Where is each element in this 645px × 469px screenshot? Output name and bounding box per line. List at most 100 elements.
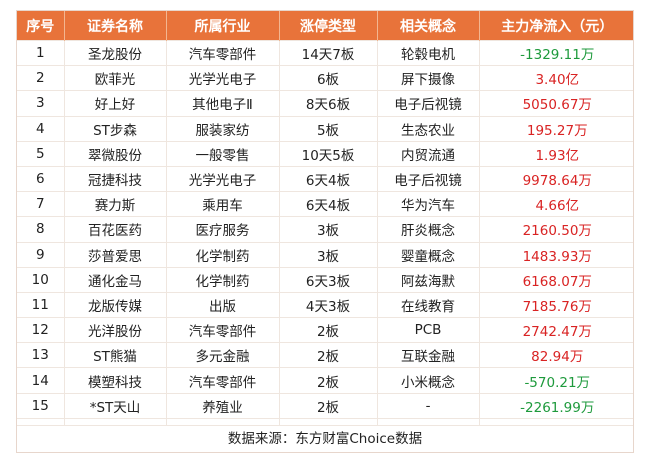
cell-concept: 小米概念 xyxy=(377,367,480,394)
cell-security-name: ST步森 xyxy=(64,115,167,142)
cell-net-inflow: 2160.50万 xyxy=(479,216,633,242)
table-row: 13 ST熊猫 多元金融 2板 互联金融 82.94万 xyxy=(17,342,633,368)
cell-concept: 阿兹海默 xyxy=(377,266,480,293)
cell-net-inflow: 3.40亿 xyxy=(479,65,633,91)
cell-security-name: *ST天山 xyxy=(64,392,167,419)
cell-security-name: 欧菲光 xyxy=(64,65,167,91)
cell-industry: 一般零售 xyxy=(166,140,280,167)
cell-index: 14 xyxy=(17,367,65,394)
cell-index: 6 xyxy=(17,165,65,192)
cell-industry: 出版 xyxy=(166,291,280,318)
table-body: 1 圣龙股份 汽车零部件 14天7板 轮毂电机 -1329.11万 2 欧菲光 光学光电子 6板屏… xyxy=(17,39,633,443)
cell-limit-type: 2板 xyxy=(279,392,378,419)
cell-net-inflow: 9978.64万 xyxy=(479,165,633,192)
column-header-net-inflow: 主力净流入（元） xyxy=(479,11,633,41)
table-row: 8 百花医药 医疗服务 3板 肝炎概念 2160.50万 xyxy=(17,216,633,242)
column-header-security-name: 证券名称 xyxy=(64,11,167,41)
cell-net-inflow: 5050.67万 xyxy=(479,90,633,117)
cell-security-name: ST熊猫 xyxy=(64,342,167,368)
cell-index: 13 xyxy=(17,342,65,368)
cell-limit-type: 2板 xyxy=(279,317,378,343)
data-source-note: 数据来源：东方财富Choice数据 xyxy=(17,425,633,452)
table-row: 14 模塑科技 汽车零部件 2板 小米概念 -570.21万 xyxy=(17,367,633,394)
cell-security-name: 冠捷科技 xyxy=(64,165,167,192)
limit-up-table-panel: 序号 证券名称 所属行业 涨停类型 相关概念 主力净流入（元） 1 圣龙股份 汽车零… xyxy=(16,10,634,453)
column-header-concept: 相关概念 xyxy=(377,11,480,41)
table-row: 10 通化金马 化学制药 6天3板 阿兹海默 6168.07万 xyxy=(17,266,633,293)
cell-limit-type: 6天3板 xyxy=(279,266,378,293)
cell-security-name: 百花医药 xyxy=(64,216,167,242)
cell-net-inflow: 1483.93万 xyxy=(479,241,633,268)
cell-industry: 汽车零部件 xyxy=(166,317,280,343)
cell-concept: 婴童概念 xyxy=(377,241,480,268)
cell-industry: 多元金融 xyxy=(166,342,280,368)
table-row: 12 光洋股份 汽车零部件 2板 PCB 2742.47万 xyxy=(17,317,633,343)
cell-concept: 电子后视镜 xyxy=(377,90,480,117)
cell-concept: 肝炎概念 xyxy=(377,216,480,242)
cell-concept: 电子后视镜 xyxy=(377,165,480,192)
cell-net-inflow: -1329.11万 xyxy=(479,39,633,66)
cell-limit-type: 2板 xyxy=(279,367,378,394)
cell-security-name: 好上好 xyxy=(64,90,167,117)
cell-limit-type: 10天5板 xyxy=(279,140,378,167)
cell-concept: 内贸流通 xyxy=(377,140,480,167)
cell-security-name: 圣龙股份 xyxy=(64,39,167,66)
cell-concept: 互联金融 xyxy=(377,342,480,368)
cell-industry: 养殖业 xyxy=(166,392,280,419)
table-row: 7 赛力斯 乘用车 6天4板 华为汽车 4.66亿 xyxy=(17,191,633,217)
cell-index: 8 xyxy=(17,216,65,242)
cell-limit-type: 6天4板 xyxy=(279,191,378,217)
cell-limit-type: 3板 xyxy=(279,216,378,242)
cell-industry: 服装家纺 xyxy=(166,115,280,142)
cell-limit-type: 4天3板 xyxy=(279,291,378,318)
cell-net-inflow: -2261.99万 xyxy=(479,392,633,419)
cell-limit-type: 2板 xyxy=(279,342,378,368)
cell-industry: 汽车零部件 xyxy=(166,367,280,394)
cell-concept: 生态农业 xyxy=(377,115,480,142)
cell-net-inflow: -570.21万 xyxy=(479,367,633,394)
cell-index: 7 xyxy=(17,191,65,217)
table-row: 3 好上好 其他电子Ⅱ 8天6板 电子后视镜 5050.67万 xyxy=(17,90,633,117)
cell-security-name: 莎普爱思 xyxy=(64,241,167,268)
cell-concept: 在线教育 xyxy=(377,291,480,318)
cell-index: 11 xyxy=(17,291,65,318)
cell-security-name: 通化金马 xyxy=(64,266,167,293)
cell-net-inflow: 7185.76万 xyxy=(479,291,633,318)
cell-net-inflow: 2742.47万 xyxy=(479,317,633,343)
cell-security-name: 翠微股份 xyxy=(64,140,167,167)
cell-industry: 医疗服务 xyxy=(166,216,280,242)
table-row: 11 龙版传媒 出版 4天3板 在线教育 7185.76万 xyxy=(17,291,633,318)
cell-limit-type: 14天7板 xyxy=(279,39,378,66)
cell-industry: 乘用车 xyxy=(166,191,280,217)
cell-index: 1 xyxy=(17,39,65,66)
cell-concept: - xyxy=(377,392,480,419)
cell-net-inflow: 4.66亿 xyxy=(479,191,633,217)
table-header-row: 序号 证券名称 所属行业 涨停类型 相关概念 主力净流入（元） xyxy=(17,11,633,41)
table-row: 1 圣龙股份 汽车零部件 14天7板 轮毂电机 -1329.11万 xyxy=(17,39,633,66)
cell-limit-type: 6天4板 xyxy=(279,165,378,192)
cell-concept: 华为汽车 xyxy=(377,191,480,217)
cell-index: 10 xyxy=(17,266,65,293)
table-row: 15 *ST天山 养殖业 2板 - -2261.99万 xyxy=(17,392,633,419)
table-row: 2 欧菲光 光学光电子 6板 屏下摄像 3.40亿 xyxy=(17,65,633,91)
cell-index: 4 xyxy=(17,115,65,142)
cell-industry: 光学光电子 xyxy=(166,65,280,91)
cell-concept: 轮毂电机 xyxy=(377,39,480,66)
cell-concept: PCB xyxy=(377,317,480,343)
cell-industry: 光学光电子 xyxy=(166,165,280,192)
cell-industry: 化学制药 xyxy=(166,266,280,293)
cell-industry: 其他电子Ⅱ xyxy=(166,90,280,117)
cell-net-inflow: 6168.07万 xyxy=(479,266,633,293)
cell-concept: 屏下摄像 xyxy=(377,65,480,91)
cell-index: 5 xyxy=(17,140,65,167)
cell-industry: 化学制药 xyxy=(166,241,280,268)
table-row: 5 翠微股份 一般零售 10天5板 内贸流通 1.93亿 xyxy=(17,140,633,167)
table-row: 4 ST步森 服装家纺 5板 生态农业 195.27万 xyxy=(17,115,633,142)
cell-net-inflow: 1.93亿 xyxy=(479,140,633,167)
cell-industry: 汽车零部件 xyxy=(166,39,280,66)
cell-security-name: 龙版传媒 xyxy=(64,291,167,318)
cell-security-name: 模塑科技 xyxy=(64,367,167,394)
cell-index: 12 xyxy=(17,317,65,343)
cell-index: 3 xyxy=(17,90,65,117)
cell-limit-type: 3板 xyxy=(279,241,378,268)
